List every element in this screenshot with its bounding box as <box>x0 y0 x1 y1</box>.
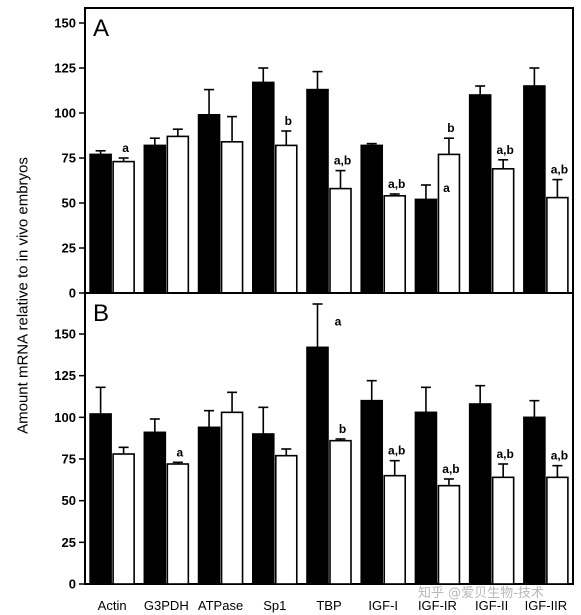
significance-label: a,b <box>388 444 405 458</box>
bar <box>491 168 515 294</box>
category-label: Sp1 <box>263 598 286 613</box>
panel-b: B 0 25 50 75 100 125 150 Actin a G3PDH ATPase Sp1 b TB… <box>54 292 574 613</box>
bar <box>383 474 407 585</box>
bar <box>491 476 515 585</box>
category-label: IGF-IR <box>418 598 457 613</box>
bar <box>274 454 298 585</box>
significance-label: a <box>443 181 450 195</box>
bar <box>360 144 384 294</box>
category-label: Actin <box>98 598 127 613</box>
significance-label: a <box>335 315 342 329</box>
significance-label: b <box>339 422 346 436</box>
bar <box>89 413 112 585</box>
y-tick-label: 125 <box>54 61 76 76</box>
significance-label: b <box>447 121 454 135</box>
bar <box>306 346 329 585</box>
y-tick-label: 100 <box>54 410 76 425</box>
bar <box>437 153 461 294</box>
significance-label: a,b <box>551 449 568 463</box>
bar <box>523 416 546 585</box>
category-label: IGF-II <box>475 598 508 613</box>
y-tick-label: 75 <box>62 452 76 467</box>
category-label: G3PDH <box>144 598 189 613</box>
significance-label: a <box>176 445 183 459</box>
y-tick-label: 150 <box>54 16 76 31</box>
y-tick-label: 50 <box>62 493 76 508</box>
bar <box>197 426 221 585</box>
bar <box>166 135 190 294</box>
y-tick-label: 0 <box>69 286 76 301</box>
bar <box>251 81 275 294</box>
bar <box>220 141 244 294</box>
significance-label: a,b <box>496 447 513 461</box>
bar <box>329 439 352 585</box>
bar <box>437 484 461 585</box>
bar <box>166 463 190 585</box>
bar <box>112 453 135 585</box>
bar <box>468 94 492 294</box>
bar <box>220 411 244 585</box>
bar <box>546 196 569 294</box>
significance-label: b <box>285 114 292 128</box>
y-tick-label: 150 <box>54 327 76 342</box>
significance-label: a,b <box>442 462 459 476</box>
bar <box>329 187 352 294</box>
y-tick-label: 125 <box>54 368 76 383</box>
panel-a: A 0 25 50 75 100 125 150 a b a,b a,b b a,b a,b a <box>54 7 574 301</box>
bar <box>468 403 492 585</box>
bar <box>89 153 112 294</box>
bar <box>197 114 221 294</box>
bar <box>414 198 438 294</box>
bar <box>251 433 275 585</box>
significance-label: a,b <box>334 154 351 168</box>
bar <box>143 431 167 585</box>
y-tick-label: 25 <box>62 535 76 550</box>
panel-letter: A <box>93 15 109 42</box>
y-tick-label: 0 <box>69 577 76 592</box>
panel-letter: B <box>93 300 109 327</box>
significance-label: a,b <box>551 163 568 177</box>
y-tick-label: 25 <box>62 241 76 256</box>
bar <box>274 144 298 294</box>
category-label: IGF-IIR <box>525 598 568 613</box>
bar <box>414 411 438 585</box>
significance-label: a,b <box>388 177 405 191</box>
bar <box>306 88 329 294</box>
panel-frame <box>84 292 574 585</box>
bar <box>112 160 135 294</box>
category-label: IGF-I <box>368 598 398 613</box>
y-tick-label: 100 <box>54 106 76 121</box>
bar <box>360 399 384 585</box>
bar <box>546 476 569 585</box>
significance-label: a <box>122 141 129 155</box>
category-label: ATPase <box>198 598 243 613</box>
bar <box>523 85 546 294</box>
bar <box>383 195 407 294</box>
significance-label: a,b <box>496 143 513 157</box>
bar <box>143 144 167 294</box>
y-tick-label: 50 <box>62 196 76 211</box>
category-label: TBP <box>316 598 341 613</box>
y-tick-label: 75 <box>62 151 76 166</box>
watermark: 知乎 @爱贝生物-技术 <box>418 586 544 601</box>
